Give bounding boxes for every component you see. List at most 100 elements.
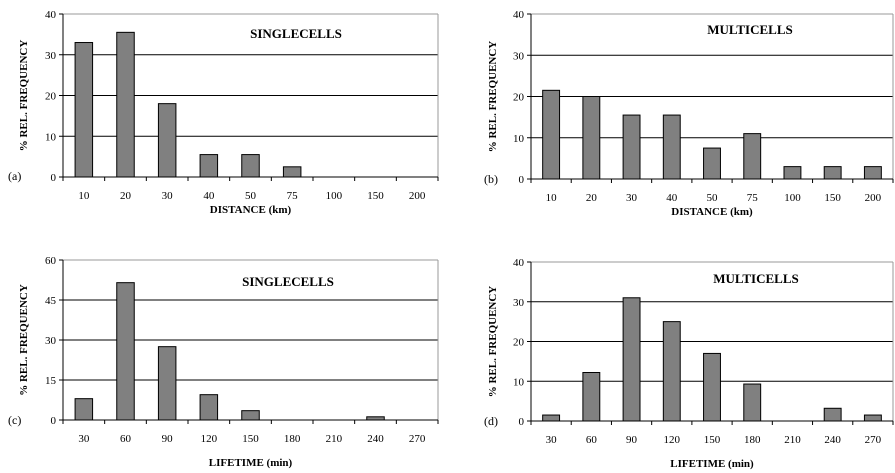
x-tick-label: 60	[586, 434, 598, 446]
x-tick-label: 200	[409, 190, 426, 202]
x-tick-label: 90	[162, 433, 174, 445]
x-tick-label: 180	[744, 434, 761, 446]
x-tick-label: 10	[78, 190, 90, 202]
x-tick-label: 210	[326, 433, 343, 445]
x-tick-label: 30	[162, 190, 174, 202]
bar-240	[366, 416, 385, 421]
y-tick-label: 0	[51, 172, 57, 184]
y-tick-label: 20	[513, 337, 525, 349]
bar-150	[703, 352, 721, 422]
x-tick-label: 20	[586, 192, 598, 204]
y-tick-label: 30	[45, 50, 57, 62]
panel-label: (b)	[484, 172, 498, 186]
bar-30	[74, 398, 94, 421]
bar-240	[823, 407, 842, 422]
chart-panel-d: 0 10 20 30 40 30 60 90 120 150 180 210 240 270 MULTICE…	[484, 257, 894, 470]
x-axis-title: LIFETIME (min)	[209, 457, 293, 469]
y-tick-label: 40	[513, 9, 525, 21]
y-tick-label: 15	[45, 375, 57, 387]
x-axis-title: DISTANCE (km)	[210, 204, 292, 216]
x-tick-label: 270	[409, 433, 426, 445]
bar-150	[241, 410, 260, 421]
x-tick-label: 150	[704, 434, 721, 446]
bar-50	[703, 147, 721, 180]
x-tick-label: 120	[664, 434, 681, 446]
x-tick-label: 90	[626, 434, 638, 446]
panel-label: (d)	[484, 414, 498, 428]
bar-30	[157, 103, 177, 178]
bar-10	[542, 89, 561, 180]
bar-40	[199, 154, 219, 178]
x-tick-label: 60	[120, 433, 132, 445]
x-tick-label: 50	[245, 190, 257, 202]
bar-90	[157, 346, 177, 421]
x-tick-label: 20	[120, 190, 132, 202]
x-tick-label: 150	[367, 190, 384, 202]
bar-150	[823, 166, 842, 180]
x-tick-label: 30	[546, 434, 558, 446]
chart-title: SINGLECELLS	[242, 274, 334, 289]
chart-panel-a: 0 10 20 30 40 10 20 30 40 50 75 100 150 200 SINGLECELL…	[8, 9, 439, 216]
y-tick-label: 10	[45, 131, 57, 143]
x-tick-label: 75	[747, 192, 759, 204]
bar-20	[582, 96, 601, 180]
bar-100	[783, 166, 802, 180]
y-axis-title: % REL. FREQUENCY	[18, 284, 30, 396]
y-tick-label: 10	[513, 376, 525, 388]
bar-120	[199, 394, 219, 421]
x-tick-label: 150	[242, 433, 259, 445]
chart-title: MULTICELLS	[713, 271, 799, 286]
y-tick-label: 40	[513, 257, 525, 269]
bar-75	[743, 133, 762, 180]
x-tick-label: 150	[824, 192, 841, 204]
x-tick-label: 30	[78, 433, 90, 445]
y-tick-label: 40	[45, 9, 57, 21]
y-tick-label: 30	[513, 50, 525, 62]
y-tick-label: 20	[513, 92, 525, 104]
chart-panel-c: 0 15 30 45 60 30 60 90 120 150 180 210 240 270 SINGLEC…	[8, 255, 439, 469]
x-tick-label: 200	[865, 192, 882, 204]
bar-30	[622, 114, 641, 180]
bar-50	[241, 154, 260, 178]
bar-60	[582, 372, 601, 422]
y-axis-title: % REL. FREQUENCY	[18, 40, 30, 152]
panel-label: (c)	[8, 413, 21, 427]
bar-120	[662, 321, 681, 422]
y-tick-label: 30	[45, 335, 57, 347]
x-tick-label: 270	[865, 434, 882, 446]
x-tick-label: 40	[666, 192, 678, 204]
x-tick-label: 120	[201, 433, 218, 445]
chart-title: MULTICELLS	[707, 22, 793, 37]
panel-label: (a)	[8, 169, 21, 183]
x-tick-label: 75	[287, 190, 299, 202]
x-tick-label: 240	[824, 434, 841, 446]
x-tick-label: 40	[203, 190, 215, 202]
bar-40	[662, 114, 681, 180]
chart-panel-b: 0 10 20 30 40 10 20 30 40 50 75 100 150 200 MULTICELLS…	[484, 9, 894, 218]
x-tick-label: 180	[284, 433, 301, 445]
x-axis-title: DISTANCE (km)	[671, 206, 753, 218]
bar-180	[743, 383, 762, 422]
x-tick-label: 240	[367, 433, 384, 445]
bar-75	[282, 166, 302, 178]
x-tick-label: 100	[784, 192, 801, 204]
bar-270	[863, 414, 882, 422]
bar-20	[116, 31, 135, 178]
x-axis-title: LIFETIME (min)	[670, 458, 754, 470]
bar-30	[542, 414, 561, 422]
bar-10	[74, 42, 94, 178]
y-tick-label: 0	[519, 174, 525, 186]
chart-title: SINGLECELLS	[250, 26, 342, 41]
x-tick-label: 30	[626, 192, 638, 204]
bar-90	[622, 297, 641, 422]
bar-60	[116, 282, 135, 421]
bar-200	[863, 166, 882, 180]
y-axis-title: % REL. FREQUENCY	[487, 286, 499, 398]
y-axis-title: % REL. FREQUENCY	[487, 41, 499, 153]
x-tick-label: 10	[546, 192, 558, 204]
y-tick-label: 0	[51, 415, 57, 427]
y-tick-label: 45	[45, 295, 57, 307]
y-tick-label: 10	[513, 133, 525, 145]
y-tick-label: 20	[45, 91, 57, 103]
